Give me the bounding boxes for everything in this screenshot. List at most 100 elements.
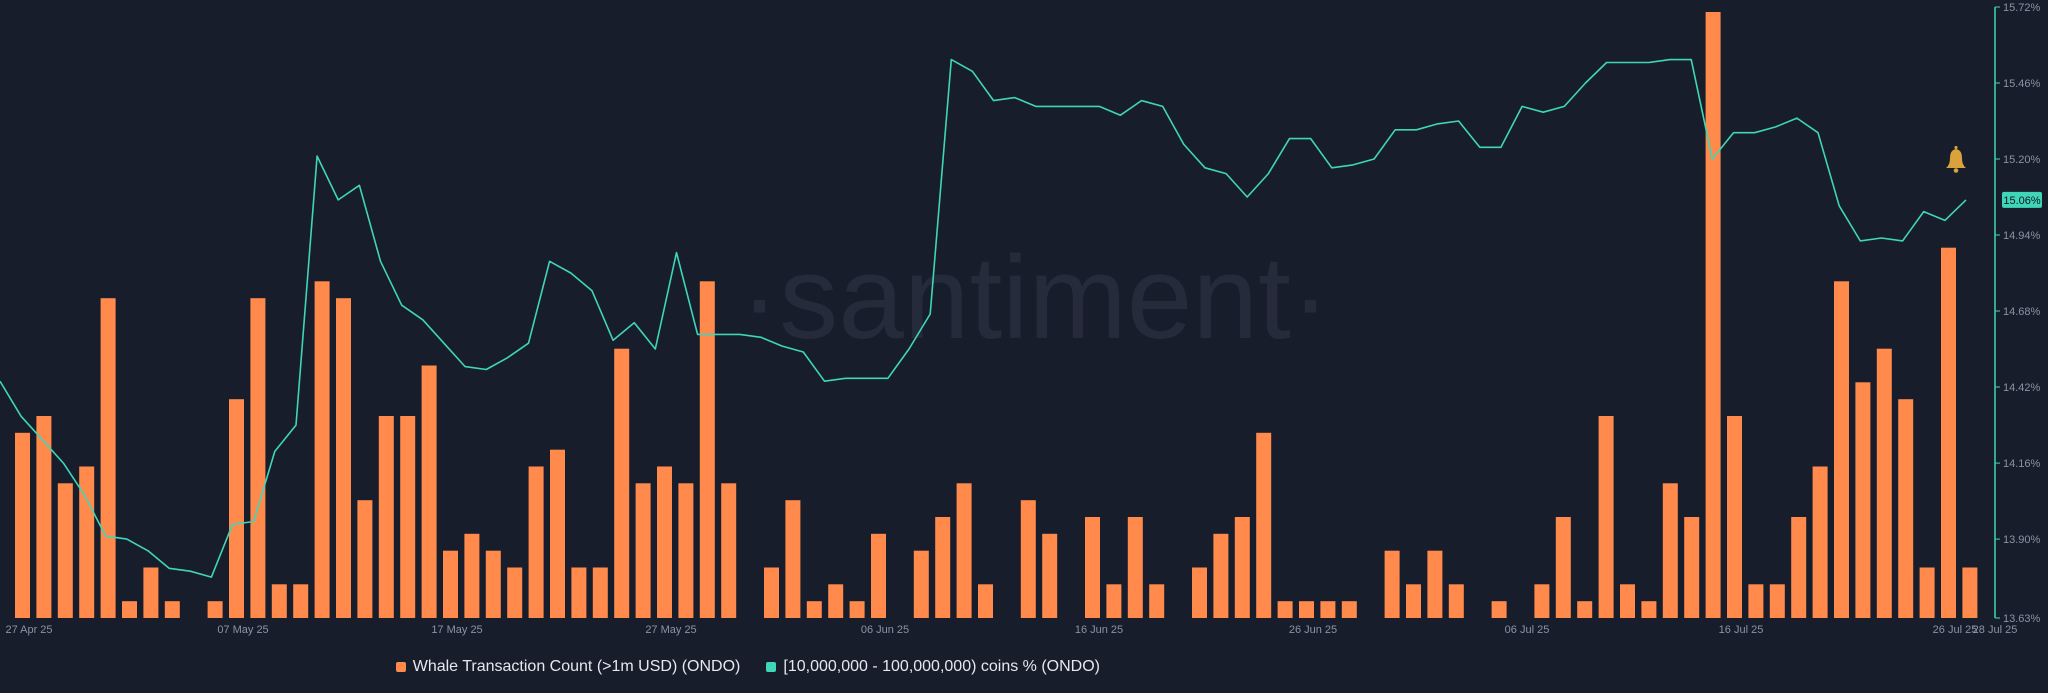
bar: [400, 416, 416, 618]
bar: [164, 601, 180, 618]
bar: [1962, 567, 1978, 618]
line-path: [0, 58, 1967, 578]
bar: [1598, 416, 1614, 618]
x-axis: 27 Apr 25 07 May 25 17 May 25 27 May 25 06 J…: [5, 624, 2017, 636]
bar: [36, 416, 52, 618]
bar: [1213, 533, 1229, 618]
bell-icon[interactable]: [1946, 146, 1966, 173]
bar: [699, 281, 715, 618]
bar: [1384, 550, 1400, 618]
bar: [1020, 500, 1036, 618]
bar: [485, 550, 501, 618]
bar: [250, 298, 266, 618]
bar: [1427, 550, 1443, 618]
legend-item-whale-tx[interactable]: Whale Transaction Count (>1m USD) (ONDO): [395, 658, 740, 676]
bar: [978, 584, 993, 618]
bar: [550, 449, 565, 618]
bar: [592, 567, 608, 618]
bar: [721, 483, 737, 618]
bar: [1341, 601, 1357, 618]
current-value-label: 15.06%: [2003, 195, 2041, 207]
bar: [785, 500, 801, 618]
x-tick-label: 07 May 25: [217, 624, 268, 636]
line-swatch: [766, 662, 777, 672]
bar: [913, 550, 929, 618]
bar: [1192, 567, 1207, 618]
bar: [122, 601, 137, 618]
x-tick-label: 16 Jul 25: [1719, 624, 1764, 636]
legend: Whale Transaction Count (>1m USD) (ONDO)…: [0, 652, 1100, 682]
bar: [1769, 584, 1785, 618]
bar: [1534, 584, 1550, 618]
bar: [443, 550, 458, 618]
bar: [956, 483, 972, 618]
bar: [764, 567, 779, 618]
right-axis: 15.72% 15.46% 15.20% 14.94% 14.68% 14.42% 14.1…: [1995, 2, 2041, 625]
bar: [1085, 517, 1100, 618]
bar: [207, 601, 223, 618]
bar: [378, 416, 394, 618]
x-tick-label: 06 Jun 25: [861, 624, 909, 636]
bar: [1834, 281, 1849, 618]
bar: [1106, 584, 1122, 618]
bar: [1898, 399, 1914, 618]
bar: [1855, 382, 1871, 618]
bar: [1684, 517, 1700, 618]
bar: [1491, 601, 1507, 618]
bar: [657, 466, 672, 618]
bar: [1641, 601, 1657, 618]
bar: [935, 517, 951, 618]
x-tick-label: 16 Jun 25: [1075, 624, 1123, 636]
bar: [1812, 466, 1828, 618]
bar: [635, 483, 651, 618]
bar: [571, 567, 587, 618]
bar: [336, 298, 351, 618]
x-tick-label: 26 Jun 25: [1289, 624, 1337, 636]
bar: [1791, 517, 1807, 618]
x-tick-label: 27 Apr 25: [5, 624, 52, 636]
y-tick-label: 14.16%: [2003, 458, 2041, 470]
current-value-badge: 15.06%: [2002, 191, 2042, 208]
y-tick-label: 14.68%: [2003, 306, 2041, 318]
bar: [1577, 601, 1593, 618]
bars-series: [15, 12, 1978, 618]
x-tick-label: 17 May 25: [431, 624, 482, 636]
bar: [1748, 584, 1764, 618]
bar: [1256, 432, 1272, 618]
y-tick-label: 15.72%: [2003, 2, 2041, 14]
bar: [1042, 533, 1058, 618]
x-tick-label: 28 Jul 25: [1973, 624, 2018, 636]
y-tick-label: 15.46%: [2003, 78, 2041, 90]
bar: [507, 567, 523, 618]
watermark: ·santiment·: [740, 232, 1330, 364]
bar: [1705, 12, 1721, 618]
bar: [614, 348, 630, 618]
bar: [57, 483, 73, 618]
bar: [1876, 348, 1892, 618]
legend-label-line: [10,000,000 - 100,000,000) coins % (ONDO…: [783, 658, 1100, 675]
bar: [1448, 584, 1464, 618]
bar: [849, 601, 865, 618]
bar: [15, 432, 30, 618]
bar: [678, 483, 694, 618]
bar: [357, 500, 373, 618]
bar: [528, 466, 544, 618]
bar: [871, 533, 886, 618]
bar: [314, 281, 330, 618]
bars-swatch: [395, 662, 406, 672]
y-tick-label: 13.63%: [2003, 613, 2041, 625]
legend-item-supply-pct[interactable]: [10,000,000 - 100,000,000) coins % (ONDO…: [766, 658, 1100, 676]
x-tick-label: 27 May 25: [645, 624, 696, 636]
bar: [1127, 517, 1143, 618]
bar: [229, 399, 244, 618]
x-tick-label: 26 Jul 25: [1933, 624, 1978, 636]
bar: [828, 584, 844, 618]
bar: [1941, 247, 1956, 618]
y-tick-label: 15.20%: [2003, 154, 2041, 166]
bar: [464, 533, 480, 618]
y-tick-label: 14.94%: [2003, 230, 2041, 242]
bar: [421, 365, 437, 618]
y-tick-label: 13.90%: [2003, 534, 2041, 546]
bar: [1277, 601, 1293, 618]
